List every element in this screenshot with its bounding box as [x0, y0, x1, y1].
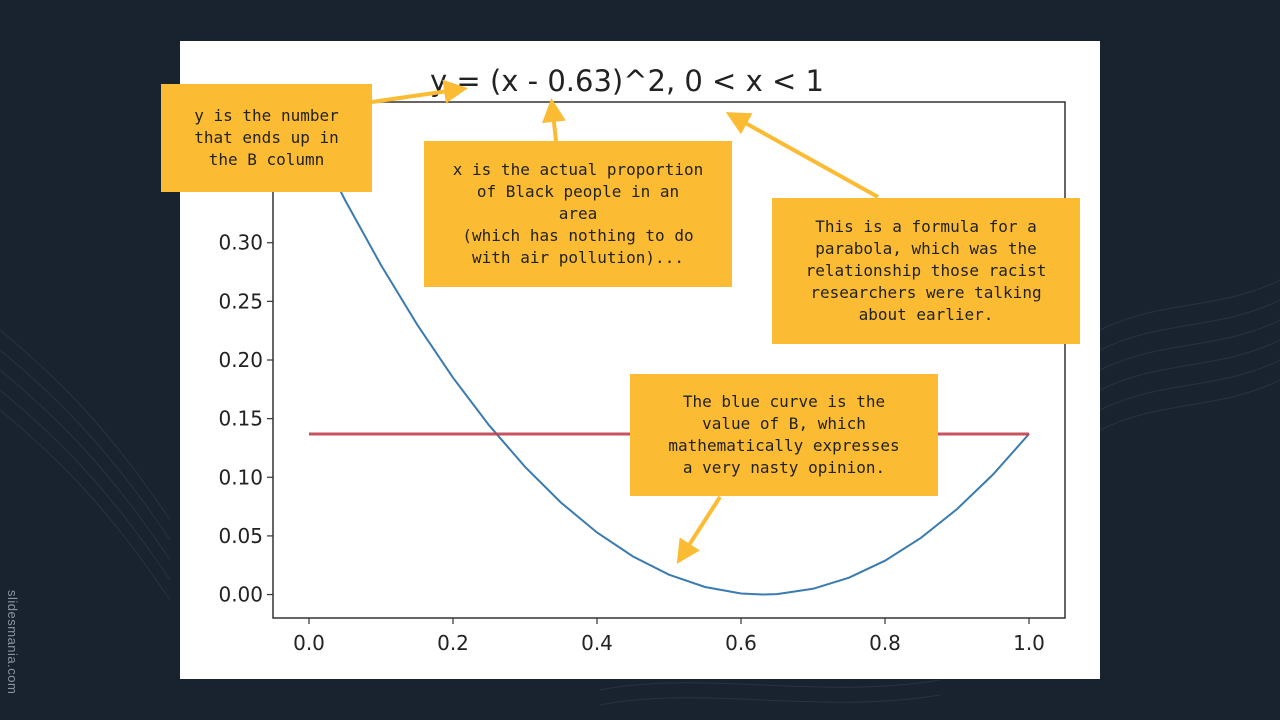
parabola-chart: 0.0 0.2 0.4 0.6 0.8 1.0 0.00 0.05 0.10 0.15 0.20 0.…	[218, 64, 1066, 655]
callout-curve-text: The blue curve is the value of B, which …	[668, 392, 900, 477]
x-tick-label: 1.0	[1013, 631, 1045, 655]
callout-formula-explanation: This is a formula for a parabola, which …	[772, 198, 1080, 344]
callout-curve-explanation: The blue curve is the value of B, which …	[630, 374, 938, 496]
callout-y-text: y is the number that ends up in the B co…	[194, 106, 339, 169]
x-tick-label: 0.8	[869, 631, 901, 655]
y-tick-label: 0.00	[218, 583, 263, 607]
x-tick-label: 0.0	[293, 631, 325, 655]
x-tick-label: 0.6	[725, 631, 757, 655]
callout-y-explanation: y is the number that ends up in the B co…	[161, 84, 372, 192]
y-tick-label: 0.05	[218, 524, 263, 548]
callout-formula-text: This is a formula for a parabola, which …	[805, 217, 1047, 324]
y-tick-label: 0.15	[218, 407, 263, 431]
chart-title: y = (x - 0.63)^2, 0 < x < 1	[430, 64, 824, 98]
x-tick-label: 0.4	[581, 631, 613, 655]
blue-parabola-curve	[308, 128, 1030, 596]
x-tick-label: 0.2	[437, 631, 469, 655]
y-tick-label: 0.10	[218, 465, 263, 489]
y-tick-label: 0.25	[218, 289, 263, 313]
callout-x-text: x is the actual proportion of Black peop…	[452, 160, 704, 267]
watermark: slidesmania.com	[5, 590, 20, 695]
callout-x-explanation: x is the actual proportion of Black peop…	[424, 141, 732, 287]
y-tick-label: 0.30	[218, 231, 263, 255]
y-tick-label: 0.20	[218, 348, 263, 372]
